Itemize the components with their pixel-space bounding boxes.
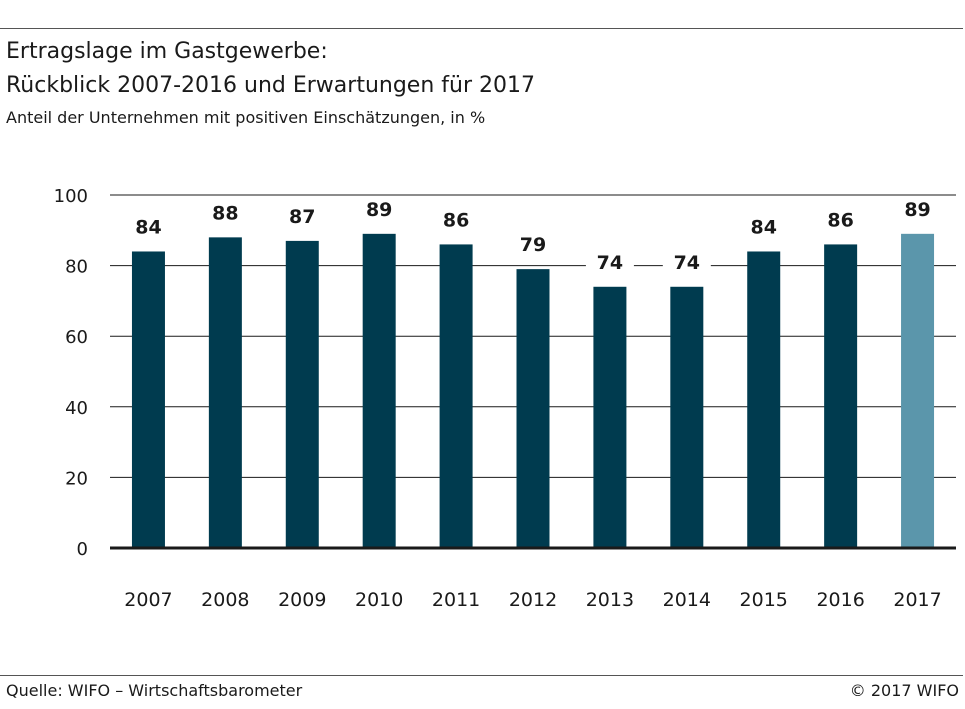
bar-2007 bbox=[131, 251, 165, 549]
y-tick-label: 100 bbox=[54, 186, 88, 207]
bar-chart: 0 20 40 60 80 100 84 2007 88 2008 87 2009 89 2010 86 20… bbox=[54, 186, 956, 611]
x-tick-label-2011: 2011 bbox=[432, 589, 480, 611]
source-note: Quelle: WIFO – Wirtschaftsbarometer bbox=[6, 681, 303, 700]
value-label-background bbox=[893, 195, 942, 222]
value-label-background bbox=[739, 213, 788, 240]
value-label-2012: 79 bbox=[520, 234, 546, 256]
bottom-rule bbox=[0, 675, 963, 676]
bar-2011 bbox=[439, 244, 473, 549]
y-tick-label: 20 bbox=[65, 468, 88, 489]
x-tick-label-2016: 2016 bbox=[816, 589, 864, 611]
value-label-2009: 87 bbox=[289, 206, 315, 228]
value-label-background bbox=[124, 213, 173, 240]
value-label-background bbox=[816, 206, 865, 233]
top-rule bbox=[0, 28, 963, 29]
chart-subtitle: Anteil der Unternehmen mit positiven Ein… bbox=[6, 108, 486, 127]
value-label-2016: 86 bbox=[827, 209, 853, 231]
y-tick-label: 60 bbox=[65, 327, 88, 348]
value-label-2010: 89 bbox=[366, 199, 392, 221]
x-tick-label-2013: 2013 bbox=[586, 589, 634, 611]
bar-2017 bbox=[901, 233, 935, 548]
value-label-2013: 74 bbox=[597, 252, 623, 274]
value-label-2007: 84 bbox=[135, 216, 161, 238]
bar-2013 bbox=[593, 286, 627, 548]
value-label-background bbox=[432, 206, 481, 233]
value-label-background bbox=[278, 202, 327, 229]
value-label-2015: 84 bbox=[751, 216, 777, 238]
value-label-background bbox=[662, 248, 711, 275]
y-tick-label: 0 bbox=[77, 539, 88, 560]
value-label-2017: 89 bbox=[904, 199, 930, 221]
bar-2010 bbox=[362, 233, 396, 548]
chart-title-line2: Rückblick 2007-2016 und Erwartungen für … bbox=[6, 73, 535, 98]
bar-2009 bbox=[285, 240, 319, 548]
x-tick-label-2017: 2017 bbox=[893, 589, 941, 611]
y-tick-label: 40 bbox=[65, 398, 88, 419]
x-tick-label-2009: 2009 bbox=[278, 589, 326, 611]
chart-title-line1: Ertragslage im Gastgewerbe: bbox=[6, 39, 328, 64]
copyright-note: © 2017 WIFO bbox=[849, 681, 959, 700]
value-label-background bbox=[585, 248, 634, 275]
bar-2015 bbox=[747, 251, 781, 549]
bar-2012 bbox=[516, 269, 550, 548]
bar-2014 bbox=[670, 286, 704, 548]
value-label-2014: 74 bbox=[674, 252, 700, 274]
bar-2008 bbox=[208, 237, 242, 549]
value-label-background bbox=[201, 199, 250, 226]
y-tick-label: 80 bbox=[65, 257, 88, 278]
value-label-background bbox=[355, 195, 404, 222]
value-label-2011: 86 bbox=[443, 209, 469, 231]
x-tick-label-2014: 2014 bbox=[663, 589, 711, 611]
x-tick-label-2015: 2015 bbox=[740, 589, 788, 611]
x-tick-label-2010: 2010 bbox=[355, 589, 403, 611]
value-label-2008: 88 bbox=[212, 202, 238, 224]
value-label-background bbox=[509, 231, 557, 258]
x-tick-label-2007: 2007 bbox=[124, 589, 172, 611]
bar-2016 bbox=[824, 244, 858, 549]
x-tick-label-2008: 2008 bbox=[201, 589, 249, 611]
x-tick-label-2012: 2012 bbox=[509, 589, 557, 611]
